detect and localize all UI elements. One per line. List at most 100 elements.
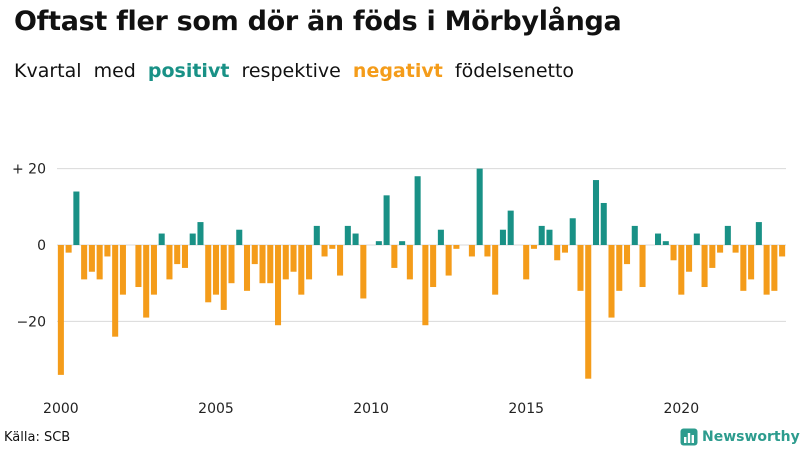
bar [104, 245, 111, 257]
gridlines [57, 168, 786, 322]
bar [779, 245, 786, 257]
bar [135, 245, 142, 288]
bar [81, 245, 88, 280]
bar [724, 225, 731, 245]
x-tick-label: 2020 [663, 401, 699, 417]
bar [631, 225, 638, 245]
bar [507, 210, 514, 245]
bar [530, 245, 537, 249]
bar [561, 245, 568, 253]
bar-chart-logo-icon [680, 428, 698, 446]
x-tick-label: 2010 [353, 401, 389, 417]
bar [313, 225, 320, 245]
bar [88, 245, 95, 272]
bar [228, 245, 235, 284]
bar [670, 245, 677, 261]
bar [406, 245, 413, 280]
bar [360, 245, 367, 299]
bar [259, 245, 266, 284]
bar [243, 245, 251, 291]
bar [709, 245, 716, 268]
bar [344, 225, 351, 245]
bar [422, 245, 429, 326]
y-tick-label: + 20 [12, 162, 46, 178]
bar [399, 241, 406, 245]
bar [150, 245, 157, 295]
x-tick-label: 2005 [198, 401, 234, 417]
bar [212, 245, 220, 295]
bar [732, 245, 739, 253]
bar [189, 233, 196, 245]
bar [763, 245, 770, 295]
bar [499, 229, 506, 245]
chart-title: Oftast fler som dör än föds i Mörbylånga [14, 6, 622, 37]
bar [119, 245, 126, 295]
y-tick-label: 0 [37, 238, 46, 254]
bar [748, 245, 755, 280]
x-axis-ticks: 2000 2005 2010 2015 2020 [43, 401, 699, 417]
bar [608, 245, 615, 318]
bar [267, 245, 274, 284]
bar [57, 245, 64, 375]
brand-logo: Newsworthy [680, 427, 800, 447]
bar [391, 245, 398, 268]
bar [740, 245, 747, 291]
subtitle-negative-word: negativt [352, 60, 443, 82]
bar [484, 245, 491, 257]
bar [585, 245, 592, 379]
source-note: Källa: SCB [4, 430, 71, 445]
bar [298, 245, 305, 295]
bar [755, 222, 762, 245]
bar [73, 191, 80, 245]
bar [290, 245, 297, 272]
subtitle-middle: respektive [241, 60, 341, 82]
bar [600, 202, 607, 245]
bar [306, 245, 313, 280]
bar [181, 245, 188, 268]
x-tick-label: 2000 [43, 401, 79, 417]
bar [592, 180, 600, 245]
y-axis-ticks: + 20 0 −20 [12, 162, 46, 331]
bar [655, 233, 662, 245]
bar [383, 195, 390, 245]
bar [569, 218, 576, 245]
x-tick-label: 2015 [508, 401, 544, 417]
bar [701, 245, 708, 288]
bar [662, 241, 669, 245]
bar [492, 245, 499, 295]
bar [197, 222, 204, 245]
bar [437, 229, 444, 245]
bar [445, 245, 452, 276]
bar [546, 229, 553, 245]
bar [282, 245, 289, 280]
bar [468, 245, 475, 257]
bar [523, 245, 530, 280]
bar [251, 245, 258, 265]
chart-subtitle: Kvartal med positivt respektive negativt… [14, 60, 574, 82]
bar [554, 245, 561, 261]
bar [453, 245, 460, 249]
bar [143, 245, 150, 318]
bar [693, 233, 700, 245]
bar [337, 245, 344, 276]
bar [166, 245, 173, 280]
bar [329, 245, 336, 249]
bar [352, 233, 359, 245]
subtitle-positive-word: positivt [147, 60, 230, 82]
bar [375, 241, 382, 245]
bar [717, 245, 724, 253]
bar [577, 245, 584, 291]
bar [430, 245, 437, 288]
bar [96, 245, 103, 280]
bar [236, 229, 243, 245]
bar [158, 233, 165, 245]
bar [476, 168, 483, 245]
bar [112, 245, 119, 337]
bar [275, 245, 282, 326]
bar [65, 245, 72, 253]
bar [220, 245, 227, 310]
bars [57, 168, 786, 379]
bar [639, 245, 646, 288]
subtitle-prefix: Kvartal med [14, 60, 136, 82]
